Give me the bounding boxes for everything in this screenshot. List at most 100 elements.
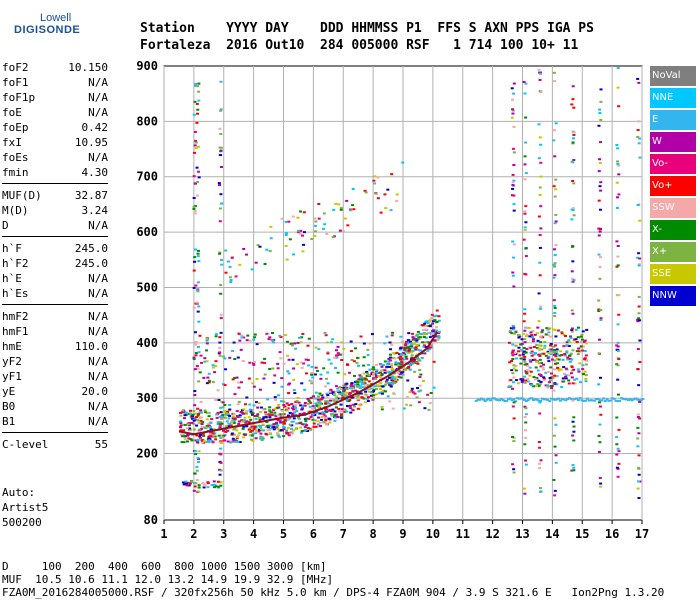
echo-point xyxy=(332,413,336,416)
echo-point xyxy=(363,401,367,404)
echo-point xyxy=(374,363,378,366)
echo-point xyxy=(296,416,300,419)
echo-point xyxy=(276,433,280,436)
echo-point xyxy=(219,132,223,135)
echo-point xyxy=(270,411,274,414)
echo-point xyxy=(292,417,296,420)
echo-point xyxy=(541,368,545,371)
echo-point xyxy=(577,326,581,329)
echo-point xyxy=(532,353,536,356)
param-divider xyxy=(2,183,108,184)
echo-point xyxy=(180,441,184,444)
echo-point xyxy=(254,417,258,420)
echo-point xyxy=(367,374,371,377)
param-value: N/A xyxy=(88,415,108,428)
echo-point xyxy=(517,346,521,349)
echo-point xyxy=(310,373,314,376)
echo-point xyxy=(353,347,357,350)
echo-point xyxy=(581,368,585,371)
echo-point xyxy=(342,394,346,397)
echo-point xyxy=(179,424,183,427)
echo-point xyxy=(201,432,205,435)
echo-point xyxy=(575,377,579,380)
echo-point xyxy=(636,426,640,429)
echo-point xyxy=(339,403,343,406)
echo-point xyxy=(311,418,315,421)
echo-point xyxy=(517,336,521,339)
x-tick-label: 15 xyxy=(575,527,589,541)
x-tick-label: 13 xyxy=(515,527,529,541)
echo-point xyxy=(389,364,393,367)
echo-point xyxy=(432,339,436,342)
echo-point xyxy=(615,181,619,184)
echo-point xyxy=(317,217,321,220)
echo-point xyxy=(615,363,619,366)
echo-point xyxy=(198,416,202,419)
echo-point xyxy=(637,264,641,267)
echo-point xyxy=(237,332,241,335)
echo-point xyxy=(597,338,601,341)
echo-point xyxy=(247,416,251,419)
param-label: C-level xyxy=(2,438,49,451)
echo-point xyxy=(199,400,203,403)
echo-point xyxy=(637,81,641,84)
echo-point xyxy=(512,376,516,379)
echo-point xyxy=(421,328,425,331)
echo-point xyxy=(511,240,515,243)
echo-point xyxy=(202,483,206,486)
echo-point xyxy=(597,299,601,302)
echo-point xyxy=(406,362,410,365)
echo-point xyxy=(371,398,375,401)
echo-point xyxy=(217,434,221,437)
echo-point xyxy=(408,363,412,366)
echo-point xyxy=(204,440,208,443)
echo-point xyxy=(257,402,261,405)
echo-point xyxy=(567,339,571,342)
echo-point xyxy=(516,334,520,337)
echo-point xyxy=(324,402,328,405)
echo-point xyxy=(292,429,296,432)
x-tick-label: 9 xyxy=(399,527,406,541)
echo-point xyxy=(539,175,543,178)
echo-point xyxy=(389,209,393,212)
echo-point xyxy=(195,416,199,419)
echo-point xyxy=(179,429,183,432)
echo-point xyxy=(329,410,333,413)
echo-point xyxy=(235,436,239,439)
echo-point xyxy=(539,71,543,74)
echo-point xyxy=(565,341,569,344)
param-value: N/A xyxy=(88,91,108,104)
echo-point xyxy=(536,369,540,372)
echo-point xyxy=(234,275,238,278)
echo-point xyxy=(367,363,371,366)
echo-point xyxy=(638,257,642,260)
echo-point xyxy=(597,450,601,453)
echo-point xyxy=(375,385,379,388)
echo-point xyxy=(261,417,265,420)
echo-point xyxy=(226,429,230,432)
echo-point xyxy=(410,389,414,392)
echo-point xyxy=(539,459,543,462)
echo-point xyxy=(190,416,194,419)
echo-point xyxy=(205,382,209,385)
echo-point xyxy=(322,212,326,215)
echo-point xyxy=(339,392,343,395)
echo-point xyxy=(224,425,228,428)
echo-point xyxy=(313,413,317,416)
echo-point xyxy=(206,482,210,485)
echo-point xyxy=(302,231,306,234)
echo-point xyxy=(197,82,201,85)
echo-point xyxy=(193,331,197,334)
echo-point xyxy=(541,363,545,366)
echo-point xyxy=(417,338,421,341)
echo-point xyxy=(258,437,262,440)
echo-point xyxy=(523,492,527,495)
echo-point xyxy=(616,447,620,450)
echo-point xyxy=(316,398,320,401)
echo-point xyxy=(523,405,527,408)
echo-point xyxy=(216,421,220,424)
echo-point xyxy=(329,388,333,391)
echo-point xyxy=(576,352,580,355)
echo-point xyxy=(333,390,337,393)
echo-point xyxy=(233,358,237,361)
